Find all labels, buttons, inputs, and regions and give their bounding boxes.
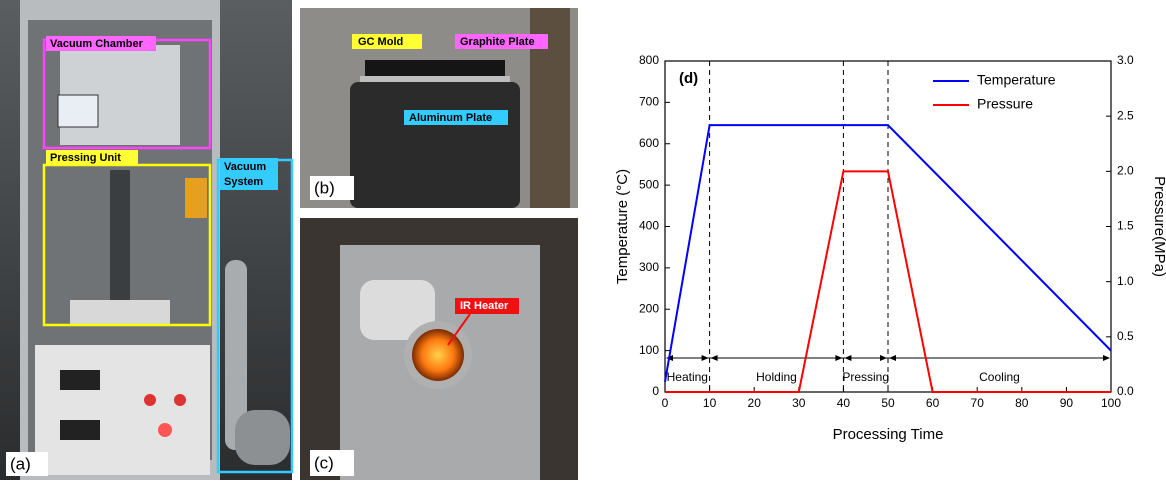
phase-label: Heating — [667, 370, 708, 384]
arrow-head — [880, 355, 887, 361]
x-tick-label: 70 — [971, 396, 985, 410]
arrow-head — [710, 355, 718, 361]
arrow-head — [1103, 355, 1110, 361]
y-tick-label: 700 — [639, 95, 659, 109]
arrow-head — [889, 355, 896, 361]
y-tick-label: 800 — [639, 53, 659, 67]
x-tick-label: 60 — [926, 396, 940, 410]
arrow-head — [701, 355, 709, 361]
series-line — [664, 124, 1112, 382]
photo-a: Vacuum Chamber Pressing Unit Vacuum Syst… — [0, 0, 294, 480]
photo-c: IR Heater (c) — [300, 218, 578, 480]
y2-tick-label: 0.0 — [1117, 384, 1134, 398]
x-tick-label: 40 — [837, 396, 851, 410]
y2-axis-title: Pressure(MPa) — [1151, 176, 1166, 277]
annotation: System — [224, 176, 263, 188]
y2-tick-label: 2.5 — [1117, 108, 1134, 122]
annotation: IR Heater — [460, 300, 509, 312]
x-tick-label: 30 — [792, 396, 806, 410]
x-tick-label: 90 — [1060, 396, 1074, 410]
x-tick-label: 50 — [881, 396, 895, 410]
phase-label: Cooling — [979, 370, 1020, 384]
phase-label: Pressing — [842, 370, 889, 384]
legend-label: Pressure — [977, 96, 1033, 112]
x-tick-label: 10 — [703, 396, 717, 410]
arrow-head — [835, 355, 843, 361]
annotation: Aluminum Plate — [409, 112, 492, 124]
annotation: Graphite Plate — [460, 36, 535, 48]
x-tick-label: 80 — [1015, 396, 1029, 410]
y2-tick-label: 1.5 — [1117, 219, 1134, 233]
series-line — [665, 170, 1111, 393]
y2-tick-label: 3.0 — [1117, 53, 1134, 67]
panel-label: (a) — [10, 454, 31, 473]
y2-tick-label: 0.5 — [1117, 329, 1134, 343]
y-tick-label: 200 — [639, 301, 659, 315]
panel-label: (d) — [679, 70, 698, 87]
arrow-head — [844, 355, 852, 361]
annotation: Vacuum Chamber — [50, 38, 144, 50]
panel-label: (c) — [314, 453, 334, 472]
x-tick-label: 100 — [1101, 396, 1121, 410]
y-tick-label: 400 — [639, 219, 659, 233]
y-tick-label: 500 — [639, 177, 659, 191]
y-tick-label: 300 — [639, 260, 659, 274]
x-tick-label: 20 — [748, 396, 762, 410]
annotation: Pressing Unit — [50, 152, 121, 164]
x-tick-label: 0 — [662, 396, 669, 410]
y-tick-label: 100 — [639, 343, 659, 357]
y2-tick-label: 1.0 — [1117, 274, 1134, 288]
x-axis-title: Processing Time — [833, 426, 944, 443]
photo-b: GC Mold Graphite Plate Aluminum Plate (b… — [300, 8, 578, 208]
panel-label: (b) — [314, 178, 335, 197]
annotation: GC Mold — [358, 36, 403, 48]
y-axis-title: Temperature (°C) — [614, 169, 631, 284]
chart: 0 10 20 30 40 50 60 70 80 90 100 0 100 200 300 400 500 60… — [614, 53, 1166, 443]
annotation: Vacuum — [224, 161, 266, 173]
y-tick-label: 600 — [639, 136, 659, 150]
phase-label: Holding — [756, 370, 797, 384]
y-tick-label: 0 — [652, 384, 659, 398]
y2-tick-label: 2.0 — [1117, 164, 1134, 178]
legend-label: Temperature — [977, 72, 1056, 88]
